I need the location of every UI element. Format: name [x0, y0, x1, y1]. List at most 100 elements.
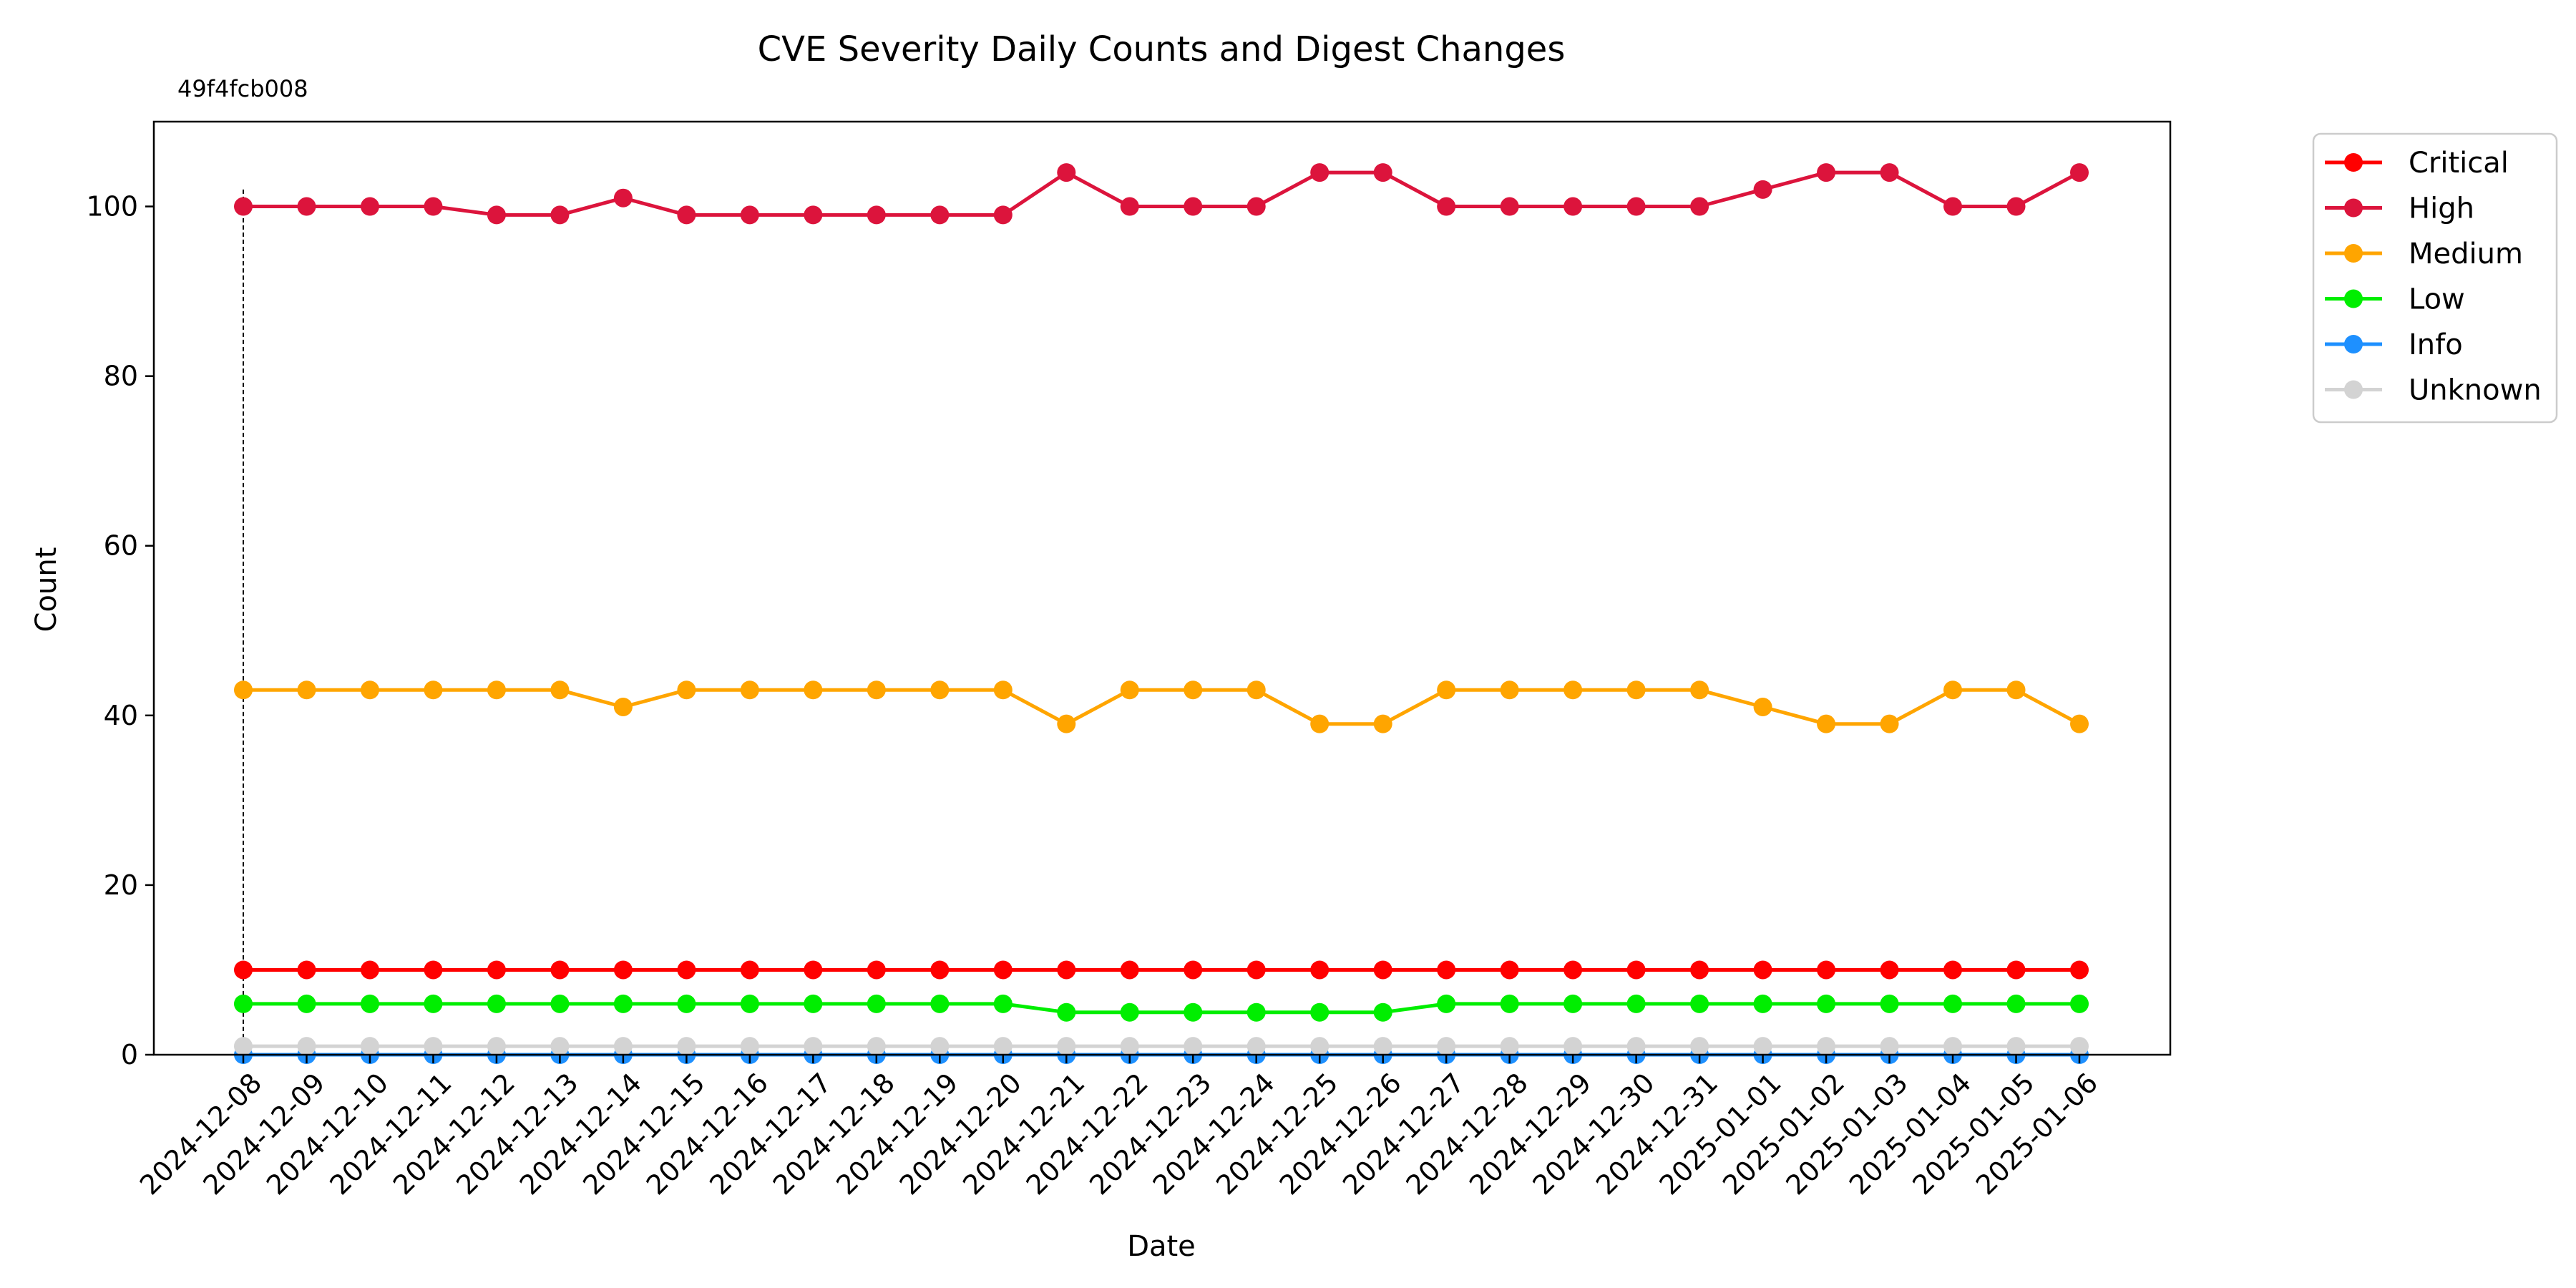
data-point-high	[1057, 163, 1076, 182]
data-point-high	[804, 205, 823, 225]
data-point-unknown	[1817, 1037, 1836, 1056]
data-point-low	[1817, 994, 1836, 1013]
data-point-unknown	[424, 1037, 443, 1056]
data-point-medium	[993, 680, 1013, 700]
data-point-low	[360, 994, 379, 1013]
data-point-high	[1437, 197, 1456, 216]
legend-label: Info	[2409, 328, 2463, 361]
data-point-low	[234, 994, 253, 1013]
data-point-high	[1943, 197, 1963, 216]
data-point-medium	[487, 680, 506, 700]
data-point-unknown	[1310, 1037, 1330, 1056]
legend-item-high: High	[2325, 192, 2474, 225]
data-point-low	[613, 994, 633, 1013]
data-point-critical	[1373, 960, 1392, 980]
data-point-high	[1690, 197, 1709, 216]
chart-title: CVE Severity Daily Counts and Digest Cha…	[758, 29, 1566, 69]
data-point-medium	[297, 680, 316, 700]
data-point-unknown	[1120, 1037, 1139, 1056]
data-point-medium	[1437, 680, 1456, 700]
data-point-unknown	[1753, 1037, 1772, 1056]
data-point-critical	[1310, 960, 1330, 980]
data-point-medium	[677, 680, 696, 700]
legend-swatch-marker	[2344, 153, 2363, 172]
data-point-high	[613, 188, 633, 208]
data-point-high	[2006, 197, 2026, 216]
data-point-unknown	[1057, 1037, 1076, 1056]
data-point-low	[1500, 994, 1519, 1013]
data-point-critical	[2006, 960, 2026, 980]
data-point-low	[740, 994, 759, 1013]
data-point-low	[804, 994, 823, 1013]
data-point-high	[677, 205, 696, 225]
data-point-unknown	[1246, 1037, 1266, 1056]
series-line-medium	[243, 688, 2081, 726]
series-line-high	[243, 170, 2081, 217]
y-tick-label: 20	[104, 869, 138, 901]
data-point-unknown	[613, 1037, 633, 1056]
data-point-low	[677, 994, 696, 1013]
data-point-high	[930, 205, 950, 225]
data-point-critical	[613, 960, 633, 980]
data-point-low	[930, 994, 950, 1013]
legend-swatch-marker	[2344, 289, 2363, 308]
data-point-critical	[677, 960, 696, 980]
data-point-medium	[234, 680, 253, 700]
data-point-critical	[1626, 960, 1646, 980]
data-point-low	[993, 994, 1013, 1013]
data-point-critical	[2070, 960, 2089, 980]
legend-label: Critical	[2409, 147, 2509, 180]
data-point-unknown	[1880, 1037, 1899, 1056]
data-point-low	[1563, 994, 1583, 1013]
data-point-low	[487, 994, 506, 1013]
data-point-low	[1184, 1002, 1203, 1022]
data-point-critical	[867, 960, 886, 980]
data-point-medium	[867, 680, 886, 700]
data-point-medium	[1500, 680, 1519, 700]
data-point-critical	[1120, 960, 1139, 980]
legend-label: High	[2409, 192, 2474, 225]
data-point-low	[2006, 994, 2026, 1013]
data-point-low	[867, 994, 886, 1013]
data-point-unknown	[297, 1037, 316, 1056]
data-point-high	[1184, 197, 1203, 216]
data-point-unknown	[550, 1037, 570, 1056]
x-axis-label: Date	[1127, 1230, 1196, 1263]
series-low	[234, 994, 2089, 1022]
data-point-high	[2070, 163, 2089, 182]
data-point-low	[1246, 1002, 1266, 1022]
data-point-high	[1880, 163, 1899, 182]
data-point-low	[1057, 1002, 1076, 1022]
series-high	[234, 163, 2089, 225]
data-point-critical	[1880, 960, 1899, 980]
data-point-high	[1310, 163, 1330, 182]
data-point-medium	[2006, 680, 2026, 700]
data-point-medium	[1563, 680, 1583, 700]
data-point-high	[360, 197, 379, 216]
data-point-low	[297, 994, 316, 1013]
series-medium	[234, 680, 2089, 733]
data-point-medium	[930, 680, 950, 700]
data-point-critical	[1437, 960, 1456, 980]
data-point-high	[424, 197, 443, 216]
series-unknown	[234, 1037, 2089, 1056]
data-point-high	[1753, 180, 1772, 199]
data-point-medium	[360, 680, 379, 700]
data-point-high	[740, 205, 759, 225]
data-point-low	[1310, 1002, 1330, 1022]
data-point-medium	[1943, 680, 1963, 700]
data-point-medium	[1817, 714, 1836, 733]
data-point-medium	[2070, 714, 2089, 733]
data-point-low	[1880, 994, 1899, 1013]
data-point-unknown	[1437, 1037, 1456, 1056]
data-point-unknown	[234, 1037, 253, 1056]
legend-item-info: Info	[2325, 328, 2463, 361]
data-point-unknown	[2070, 1037, 2089, 1056]
data-point-high	[1373, 163, 1392, 182]
data-point-high	[867, 205, 886, 225]
legend-item-critical: Critical	[2325, 147, 2509, 180]
y-axis-label: Count	[30, 547, 63, 633]
data-point-low	[1437, 994, 1456, 1013]
series-line-low	[243, 1002, 2079, 1015]
data-point-medium	[1310, 714, 1330, 733]
